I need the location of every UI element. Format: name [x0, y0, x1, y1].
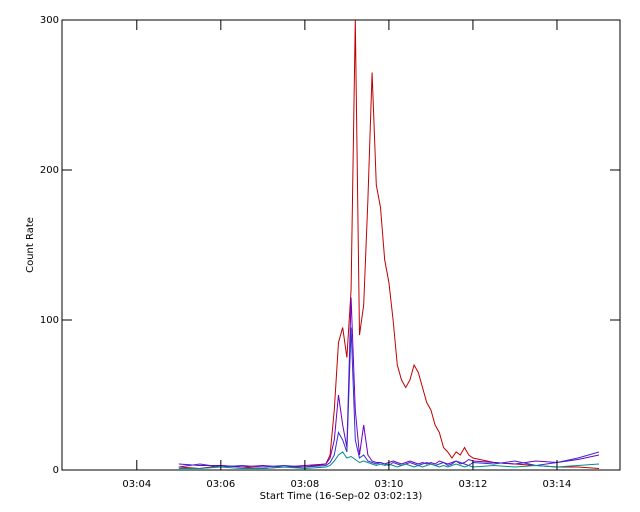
plot-frame — [61, 19, 621, 471]
series-line — [178, 451, 600, 470]
y-tick-label: 100 — [40, 315, 59, 326]
x-tick-label: 03:04 — [122, 479, 151, 490]
series-line — [178, 297, 600, 468]
y-tick-label: 300 — [40, 15, 59, 26]
x-tick-label: 03:06 — [206, 479, 235, 490]
x-tick-label: 03:14 — [543, 479, 572, 490]
x-tick-label: 03:10 — [374, 479, 403, 490]
series-group — [178, 20, 600, 470]
series-line — [178, 20, 600, 470]
series-line — [178, 327, 600, 468]
x-tick-label: 03:12 — [459, 479, 488, 490]
y-tick-label: 0 — [53, 465, 59, 476]
x-tick-label: 03:08 — [290, 479, 319, 490]
y-tick-label: 200 — [40, 165, 59, 176]
y-axis-label: Count Rate — [25, 217, 36, 273]
x-axis-label: Start Time (16-Sep-02 03:02:13) — [260, 491, 423, 502]
